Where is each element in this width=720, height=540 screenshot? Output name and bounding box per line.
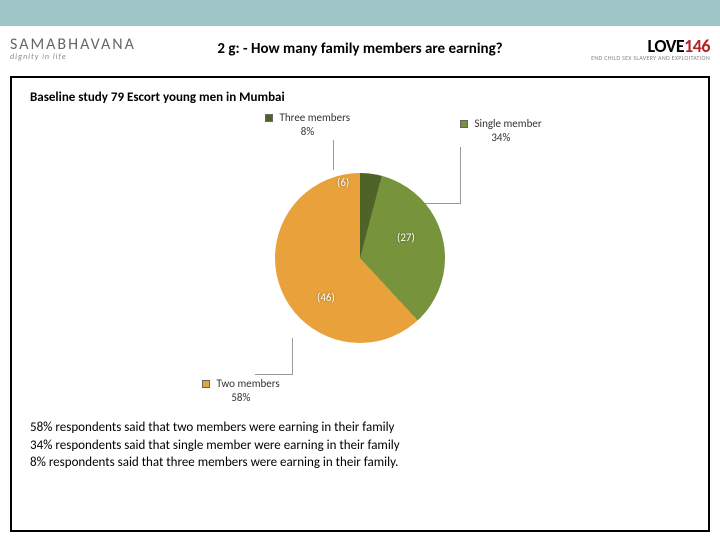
legend-pct-two: 58% [231,391,250,404]
pie-wrap: (6) (27) (46) [275,173,445,343]
right-logo-tag: END CHILD SEX SLAVERY AND EXPLOITATION [591,55,710,61]
legend-swatch-icon [265,114,273,122]
right-logo-brand: LOVE146 [648,37,710,55]
legend-pct-three: 8% [301,125,314,138]
body-line: 8% respondents said that three members w… [30,454,690,472]
body-line: 34% respondents said that single member … [30,437,690,455]
pie-slice-label-two: (46) [317,291,335,304]
legend-single-member: Single member 34% [460,117,542,145]
content-frame: Baseline study 79 Escort young men in Mu… [10,76,710,532]
chart-area: Three members 8% Single member 34% Two m… [30,113,690,403]
legend-label-single: Single member [475,117,542,130]
pie-slice-label-single: (27) [397,231,415,244]
leader-line [333,140,334,170]
page-title: 2 g: - How many family members are earni… [217,40,502,58]
body-line: 58% respondents said that two members we… [30,419,690,437]
legend-label-three: Three members [280,111,351,124]
leader-line [255,374,293,375]
left-logo: SAMABHAVANA dignity in life [10,37,136,61]
legend-pct-single: 34% [491,131,510,144]
body-text: 58% respondents said that two members we… [30,419,690,472]
left-logo-tag: dignity in life [10,53,136,61]
legend-swatch-icon [202,380,210,388]
leader-line [292,338,293,374]
chart-subtitle: Baseline study 79 Escort young men in Mu… [30,90,690,105]
legend-three-members: Three members 8% [265,111,350,139]
header: SAMABHAVANA dignity in life 2 g: - How m… [0,26,720,72]
pie-slice-label-three: (6) [337,176,349,189]
legend-swatch-icon [460,120,468,128]
legend-label-two: Two members [217,377,280,390]
right-logo: LOVE146 END CHILD SEX SLAVERY AND EXPLOI… [591,37,710,61]
legend-two-members: Two members 58% [202,377,280,405]
top-accent-bar [0,0,720,26]
leader-line [460,147,461,204]
left-logo-brand: SAMABHAVANA [10,37,136,53]
pie-chart [275,173,445,343]
